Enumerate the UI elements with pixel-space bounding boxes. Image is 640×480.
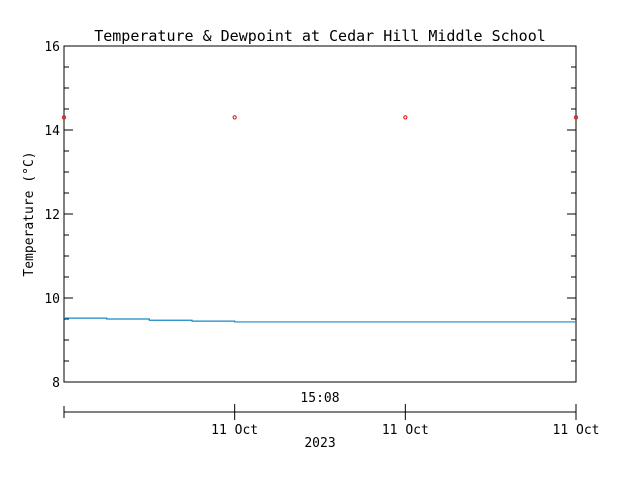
y-tick-label: 12 [44,208,60,223]
series-layer [61,115,579,323]
x-tick-label: 11 Oct [382,423,429,438]
data-point [61,115,67,120]
data-point [232,115,237,120]
plot-frame [63,45,577,383]
y-axis: 8 10 12 14 16 [44,40,576,391]
x-axis-label: 2023 [304,436,335,451]
chart-title: Temperature & Dewpoint at Cedar Hill Mid… [94,27,546,45]
series-line [64,317,576,323]
y-tick-label: 8 [52,376,60,391]
data-point [573,115,579,120]
y-tick-label: 16 [44,40,60,55]
y-axis-label: Temperature (°C) [22,151,37,276]
y-tick-label: 10 [44,292,60,307]
x-tick-label: 11 Oct [553,423,600,438]
time-label: 15:08 [300,391,339,406]
x-axis: 11 Oct 11 Oct 11 Oct [63,404,600,438]
data-point [403,115,408,120]
y-tick-label: 14 [44,124,60,139]
x-tick-label: 11 Oct [211,423,258,438]
